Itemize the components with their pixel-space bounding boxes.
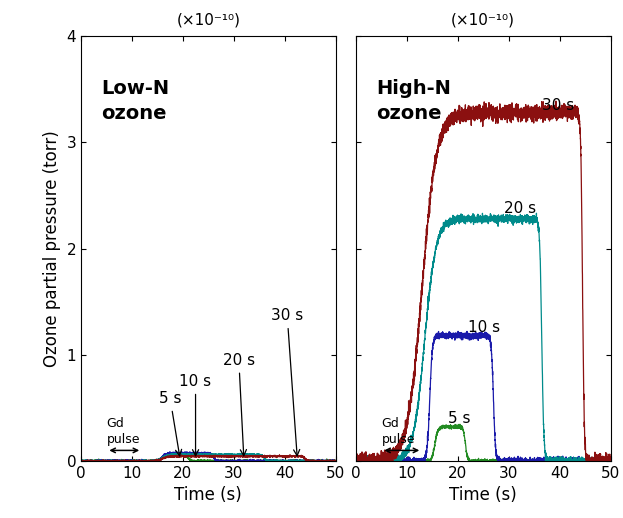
Text: 20 s: 20 s bbox=[503, 201, 536, 216]
Text: Low-N
ozone: Low-N ozone bbox=[102, 79, 169, 123]
Text: 30 s: 30 s bbox=[271, 308, 303, 456]
Y-axis label: Ozone partial pressure (torr): Ozone partial pressure (torr) bbox=[43, 130, 61, 367]
Text: High-N
ozone: High-N ozone bbox=[376, 79, 451, 123]
X-axis label: Time (s): Time (s) bbox=[174, 486, 242, 505]
Text: 5 s: 5 s bbox=[159, 391, 182, 456]
X-axis label: Time (s): Time (s) bbox=[449, 486, 517, 505]
Text: 5 s: 5 s bbox=[447, 411, 470, 426]
Text: (×10⁻¹⁰): (×10⁻¹⁰) bbox=[176, 13, 240, 28]
Text: 10 s: 10 s bbox=[468, 320, 500, 335]
Text: 10 s: 10 s bbox=[179, 374, 212, 456]
Text: 30 s: 30 s bbox=[542, 98, 574, 113]
Text: 20 s: 20 s bbox=[223, 353, 255, 456]
Text: Gd
pulse: Gd pulse bbox=[107, 417, 140, 446]
Text: Gd
pulse: Gd pulse bbox=[381, 417, 415, 446]
Text: (×10⁻¹⁰): (×10⁻¹⁰) bbox=[451, 13, 515, 28]
